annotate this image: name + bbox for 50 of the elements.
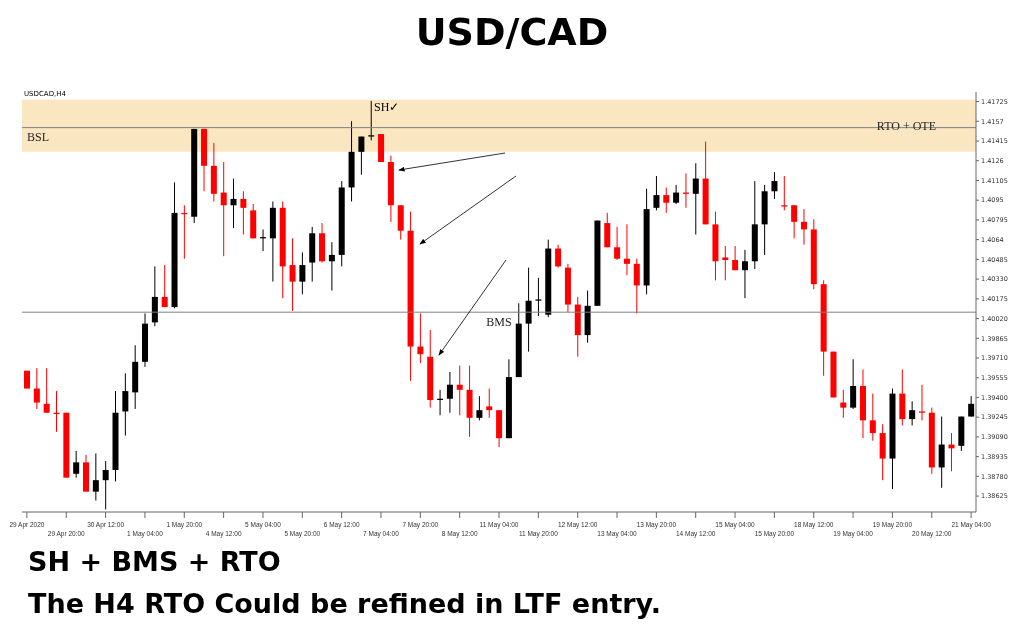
- candlestick: [781, 175, 788, 211]
- candlestick: [732, 245, 739, 271]
- candlestick: [161, 264, 168, 308]
- candlestick: [446, 371, 453, 414]
- candlestick: [673, 184, 680, 205]
- candlestick: [741, 249, 748, 299]
- ref-line-label: BMS: [486, 314, 512, 329]
- text: The H4 RTO Could be refined in LTF entry.: [28, 588, 661, 619]
- candlestick: [663, 186, 670, 214]
- candlestick: [791, 204, 798, 239]
- candlestick: [289, 237, 296, 312]
- candlestick: [653, 175, 660, 211]
- ref-line-label: BSL: [27, 130, 50, 145]
- candlestick: [800, 208, 807, 246]
- candlestick: [938, 416, 945, 489]
- candlestick: [692, 162, 699, 236]
- candlestick: [633, 258, 640, 314]
- candlestick: [850, 358, 857, 410]
- candlestick: [73, 450, 80, 479]
- candlestick: [299, 251, 306, 295]
- candlestick: [33, 367, 40, 410]
- candlestick: [220, 161, 227, 257]
- candlestick: [102, 460, 109, 510]
- candlestick: [909, 400, 916, 426]
- candlestick: [92, 452, 99, 502]
- candlestick: [456, 365, 463, 416]
- candlestick: [623, 223, 630, 276]
- candlestick: [840, 389, 847, 419]
- text: SH + BMS + RTO: [28, 546, 281, 577]
- candlestick: [771, 171, 778, 200]
- candlestick: [476, 395, 483, 421]
- candlestick: [555, 244, 562, 269]
- candlestick: [614, 226, 621, 261]
- candlestick: [230, 178, 237, 229]
- chart-title: USD/CAD: [414, 10, 610, 54]
- candlestick: [43, 367, 50, 414]
- candlestick: [869, 393, 876, 442]
- candlestick: [240, 190, 247, 236]
- candlestick: [722, 245, 729, 281]
- candlestick: [328, 241, 335, 292]
- candlestick: [918, 384, 925, 421]
- band-label: RTO + OTE: [876, 118, 936, 133]
- candlestick: [122, 372, 129, 437]
- candlestick: [486, 388, 493, 419]
- candlestick: [358, 136, 365, 176]
- candlestick: [535, 277, 542, 317]
- candlestick: [368, 100, 375, 141]
- candlestick: [417, 312, 424, 364]
- candlestick: [525, 267, 532, 353]
- annotation: SH✓: [374, 100, 400, 115]
